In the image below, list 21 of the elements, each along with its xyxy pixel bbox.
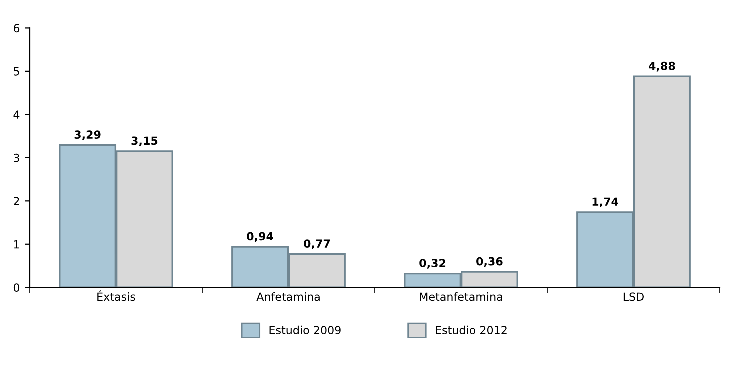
x-tick-label: LSD: [624, 292, 644, 302]
y-tick-label: 6: [14, 24, 20, 33]
data-label: 0,77: [304, 240, 330, 250]
data-label: 1,74: [592, 198, 618, 208]
data-label: 4,88: [649, 62, 676, 72]
x-tick-label: Anfetamina: [256, 292, 320, 302]
data-label: 3,15: [132, 136, 158, 147]
data-label: 3,29: [74, 130, 101, 140]
y-tick-label: 3: [14, 154, 20, 162]
data-label: 0,32: [420, 259, 446, 269]
data-label: 0,36: [476, 257, 503, 268]
y-tick-label: 4: [14, 110, 20, 119]
y-tick-label: 1: [14, 240, 20, 249]
legend-label: Estudio 2009: [270, 326, 341, 335]
data-label: 0,94: [247, 232, 274, 242]
legend-label: Estudio 2012: [436, 326, 507, 335]
x-tick-label: Metanfetamina: [420, 292, 502, 302]
y-tick-label: 2: [14, 197, 20, 206]
y-tick-label: 0: [14, 284, 20, 292]
y-tick-label: 5: [14, 68, 20, 76]
x-tick-label: Éxtasis: [98, 290, 136, 302]
